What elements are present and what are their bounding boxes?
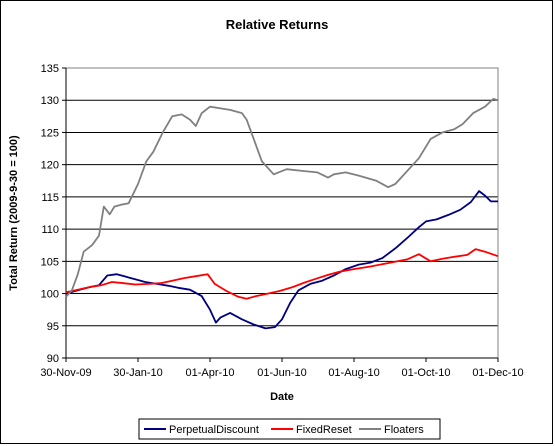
y-tick-label: 110	[41, 224, 59, 236]
x-axis-label: Date	[270, 391, 294, 403]
y-tick-label: 130	[41, 95, 59, 107]
y-tick-label: 100	[41, 289, 59, 301]
legend-label-floaters: Floaters	[384, 424, 424, 436]
x-tick-label: 30-Nov-09	[40, 367, 91, 379]
y-axis-label: Total Return (2009-9-30 = 100)	[8, 135, 20, 291]
chart-title: Relative Returns	[226, 17, 329, 32]
y-axis: 90 95 100 105 110 115 120 125 130 135	[41, 63, 67, 365]
plot-area	[65, 67, 499, 359]
y-tick-label: 135	[41, 63, 59, 75]
y-tick-label: 120	[41, 160, 59, 172]
y-tick-label: 90	[47, 353, 59, 365]
x-tick-label: 01-Dec-10	[472, 367, 523, 379]
y-tick-label: 115	[41, 192, 59, 204]
series-line-fixedreset	[65, 248, 499, 300]
series-line-floaters	[65, 98, 499, 298]
series-lines	[65, 98, 499, 330]
series-line-perpetualdiscount	[65, 190, 498, 330]
x-tick-label: 30-Jan-10	[113, 367, 163, 379]
y-tick-label: 125	[41, 127, 59, 139]
legend-label-fixedreset: FixedReset	[296, 424, 352, 436]
legend-label-perpetualdiscount: PerpetualDiscount	[169, 424, 259, 436]
y-tick-label: 105	[41, 256, 59, 268]
x-tick-label: 01-Jun-10	[257, 367, 307, 379]
x-tick-label: 01-Oct-10	[402, 367, 451, 379]
x-tick-label: 01-Apr-10	[186, 367, 235, 379]
x-axis: 30-Nov-09 30-Jan-10 01-Apr-10 01-Jun-10 01-A…	[40, 357, 524, 379]
x-tick-label: 01-Aug-10	[328, 367, 379, 379]
y-tick-label: 95	[47, 321, 59, 333]
legend: PerpetualDiscount FixedReset Floaters	[138, 418, 441, 440]
